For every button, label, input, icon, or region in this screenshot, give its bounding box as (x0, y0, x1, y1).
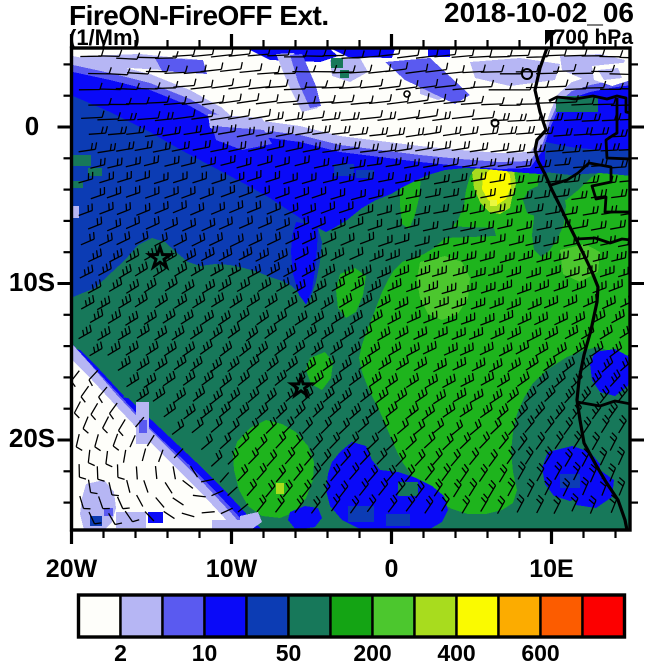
svg-text:FireON-FireOFF Ext.: FireON-FireOFF Ext. (69, 0, 329, 31)
svg-text:50: 50 (276, 640, 302, 666)
svg-text:20S: 20S (9, 423, 55, 453)
svg-text:2018-10-02_06: 2018-10-02_06 (444, 0, 634, 28)
svg-text:700 hPa: 700 hPa (554, 26, 634, 49)
svg-text:0: 0 (25, 111, 39, 141)
svg-text:10W: 10W (206, 555, 258, 583)
svg-text:10E: 10E (529, 555, 573, 583)
svg-text:600: 600 (521, 640, 559, 666)
svg-text:0: 0 (385, 555, 399, 583)
svg-text:10S: 10S (9, 267, 55, 297)
svg-text:200: 200 (353, 640, 391, 666)
svg-text:10: 10 (192, 640, 218, 666)
svg-text:2: 2 (114, 640, 127, 666)
svg-text:20W: 20W (46, 555, 98, 583)
svg-text:400: 400 (437, 640, 475, 666)
svg-text:(1/Mm): (1/Mm) (69, 25, 140, 50)
